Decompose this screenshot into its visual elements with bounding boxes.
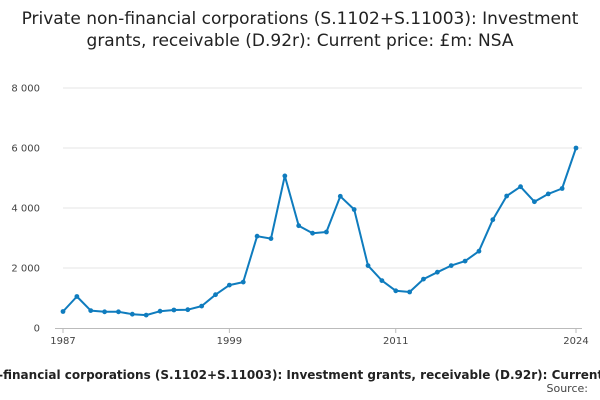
x-tick-label: 2024	[563, 336, 588, 347]
data-point[interactable]	[559, 186, 565, 191]
data-point[interactable]	[504, 193, 510, 199]
data-point[interactable]	[185, 307, 191, 313]
data-point[interactable]	[351, 207, 357, 212]
data-point[interactable]	[421, 276, 426, 282]
y-tick-label: 6 000	[11, 144, 40, 155]
data-point[interactable]	[532, 199, 537, 205]
data-point[interactable]	[379, 278, 385, 283]
data-point[interactable]	[282, 173, 288, 179]
data-point[interactable]	[254, 233, 260, 239]
data-point[interactable]	[337, 193, 343, 199]
data-point[interactable]	[116, 309, 121, 315]
x-tick-label: 1999	[217, 336, 242, 347]
data-point[interactable]	[240, 279, 246, 285]
legend: Private non-financial corporations (S.11…	[0, 364, 600, 382]
data-point[interactable]	[462, 258, 468, 264]
data-point[interactable]	[393, 288, 399, 294]
x-tick-label: 2011	[383, 336, 408, 347]
data-point[interactable]	[226, 282, 232, 288]
data-point[interactable]	[129, 311, 135, 317]
data-point[interactable]	[60, 309, 66, 314]
source-label: Source:	[546, 382, 589, 395]
data-point[interactable]	[296, 223, 302, 229]
y-tick-label: 4 000	[11, 204, 40, 215]
data-point[interactable]	[213, 292, 218, 298]
data-point[interactable]	[324, 229, 329, 235]
data-point[interactable]	[518, 184, 523, 190]
data-point[interactable]	[310, 230, 315, 236]
data-point[interactable]	[490, 217, 496, 223]
data-point[interactable]	[476, 248, 482, 254]
y-tick-label: 2 000	[11, 264, 40, 275]
y-tick-label: 8 000	[11, 84, 40, 95]
data-point[interactable]	[434, 269, 440, 275]
data-point[interactable]	[365, 263, 371, 268]
y-tick-label: 0	[34, 324, 40, 335]
gridlines	[63, 87, 582, 269]
data-point[interactable]	[407, 289, 413, 295]
x-tick-label: 1987	[50, 336, 75, 347]
data-point[interactable]	[74, 294, 80, 299]
axes: 0 2 000 4 000 6 000 8 000 1987 1999 2011 2024	[11, 84, 588, 348]
data-point[interactable]	[102, 309, 107, 315]
data-point[interactable]	[545, 191, 551, 197]
series-line	[62, 147, 577, 317]
data-point[interactable]	[573, 145, 579, 151]
data-point[interactable]	[268, 236, 274, 242]
data-point[interactable]	[143, 312, 149, 318]
data-point[interactable]	[199, 303, 205, 309]
legend-item: Private non-financial corporations (S.11…	[0, 368, 600, 382]
data-point[interactable]	[171, 307, 177, 313]
data-point[interactable]	[157, 308, 163, 314]
series-layer	[60, 145, 579, 318]
data-point[interactable]	[448, 263, 454, 268]
data-point[interactable]	[88, 308, 94, 313]
chart-title: Private non-financial corporations (S.11…	[21, 9, 579, 51]
